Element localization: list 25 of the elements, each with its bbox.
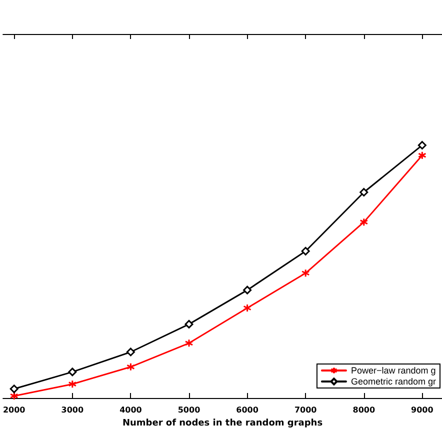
- x-tick-label: 8000: [352, 406, 376, 414]
- point: [68, 380, 77, 388]
- x-tick-label: 4000: [120, 406, 142, 414]
- legend-label: Power−law random g: [350, 366, 436, 376]
- x-axis-title: Number of nodes in the random graphs: [122, 418, 323, 428]
- x-tick-label: 2000: [2, 406, 26, 414]
- point: [418, 140, 426, 150]
- point: [243, 286, 252, 294]
- point: [243, 304, 252, 312]
- point: [360, 188, 368, 196]
- x-tick-label: 5000: [178, 406, 201, 414]
- x-tick-label: 9000: [411, 406, 434, 414]
- point: [126, 348, 135, 356]
- x-tick-label: 3000: [61, 406, 84, 414]
- point: [68, 368, 77, 376]
- x-tick-label: 7000: [294, 406, 318, 414]
- point: [126, 362, 135, 372]
- point: [301, 268, 310, 278]
- point: [184, 338, 194, 348]
- point: [360, 218, 368, 226]
- point: [10, 384, 18, 394]
- x-tick-label: 6000: [236, 406, 259, 414]
- point: [301, 246, 310, 256]
- legend-label: Geometric random gr: [350, 376, 436, 386]
- point: [184, 320, 194, 328]
